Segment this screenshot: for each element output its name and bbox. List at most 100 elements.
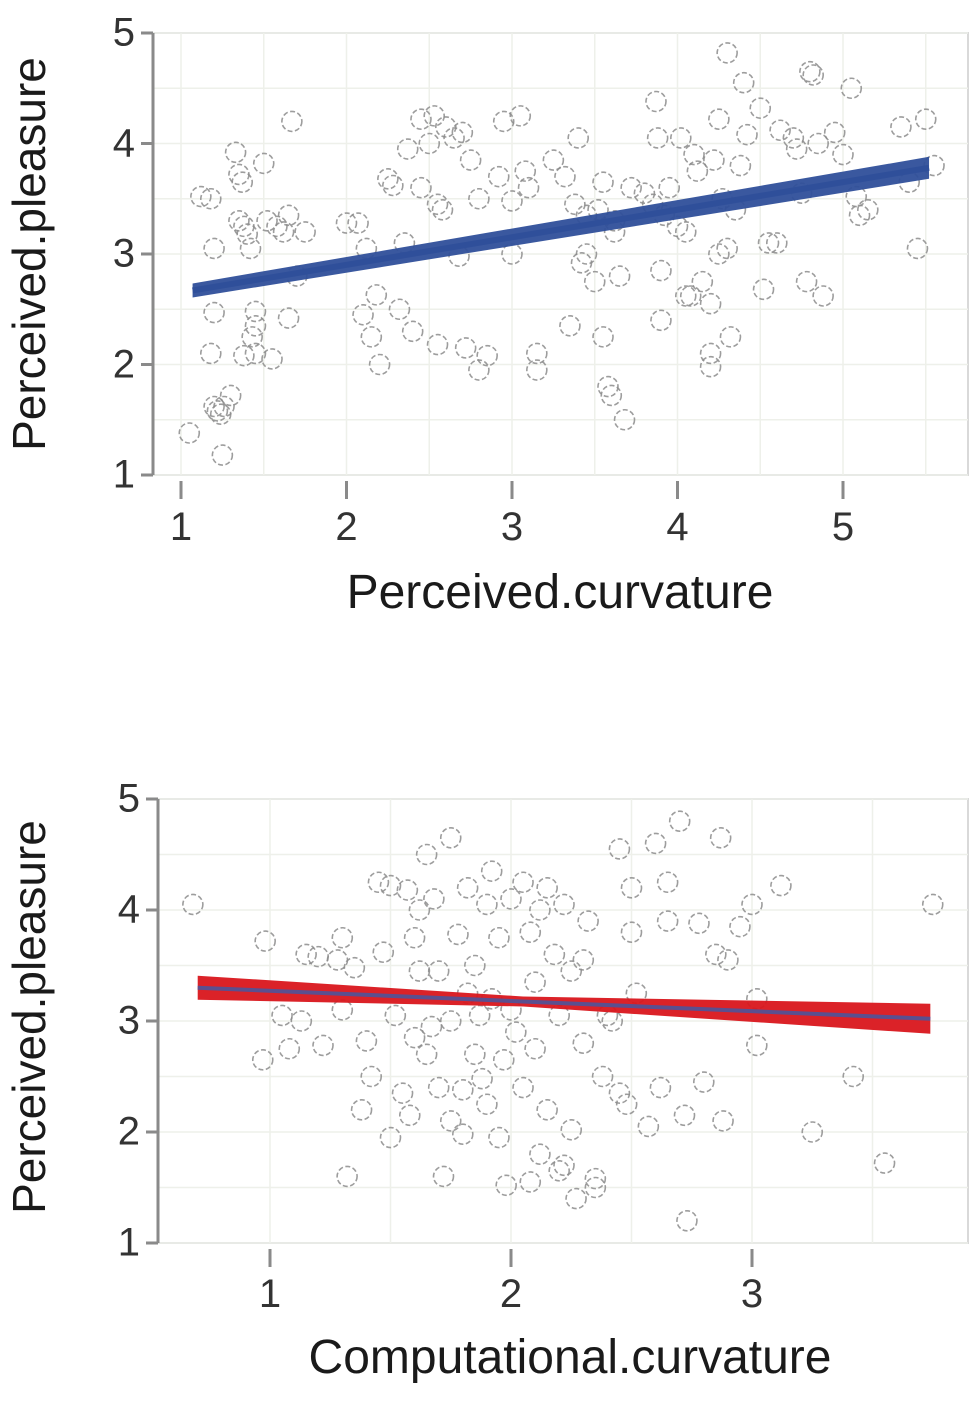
data-point	[670, 127, 692, 149]
data-point	[426, 333, 449, 356]
top-y-tick-label: 5	[112, 10, 135, 55]
data-point	[548, 1160, 571, 1182]
data-point	[512, 871, 534, 894]
data-point	[476, 344, 498, 367]
data-point	[620, 176, 642, 199]
data-point	[464, 1043, 486, 1066]
data-point	[360, 1065, 383, 1088]
data-point	[674, 221, 697, 243]
data-point	[182, 893, 204, 916]
data-point	[239, 237, 262, 260]
data-point	[795, 270, 818, 293]
data-point	[512, 1076, 534, 1099]
top-grid	[153, 32, 968, 476]
data-point	[355, 1030, 378, 1052]
data-point	[439, 827, 462, 849]
data-point	[278, 1037, 301, 1060]
data-point	[388, 298, 411, 321]
data-point	[439, 1010, 462, 1032]
data-point	[524, 1037, 546, 1060]
data-point	[415, 843, 438, 866]
data-point	[658, 176, 681, 199]
data-point	[190, 185, 212, 208]
bottom-x-axis-label: Computational.curvature	[308, 1331, 832, 1384]
data-point	[542, 149, 565, 171]
data-point	[206, 400, 229, 422]
data-point	[272, 221, 295, 243]
data-point	[529, 1143, 551, 1165]
data-point	[519, 921, 542, 944]
data-point	[256, 210, 278, 232]
data-point	[567, 127, 590, 149]
data-point	[244, 300, 267, 323]
data-point	[241, 326, 263, 348]
top-plot	[141, 31, 969, 499]
data-point	[705, 943, 727, 966]
data-point	[591, 1065, 614, 1088]
data-point	[785, 138, 808, 160]
data-point	[350, 1099, 373, 1121]
data-point	[271, 1004, 293, 1027]
data-point	[464, 954, 486, 977]
data-point	[335, 212, 358, 234]
data-point	[729, 154, 752, 177]
data-point	[526, 342, 548, 365]
data-point	[415, 1043, 438, 1066]
data-point	[529, 899, 551, 921]
data-point	[857, 199, 879, 221]
data-point	[488, 1126, 510, 1149]
data-point	[583, 270, 606, 293]
data-point	[633, 182, 656, 205]
data-point	[456, 876, 479, 899]
data-point	[572, 949, 595, 971]
data-point	[620, 876, 643, 899]
data-point	[719, 326, 742, 348]
data-point	[656, 910, 679, 932]
data-point	[509, 105, 532, 127]
top-x-tick-label: 1	[169, 505, 193, 549]
data-point	[403, 926, 426, 949]
top-regression-line	[192, 164, 930, 294]
data-point	[691, 270, 714, 293]
top-y-tick-label: 1	[112, 452, 135, 497]
data-point	[536, 1099, 558, 1121]
data-point	[379, 874, 402, 897]
data-point	[423, 105, 446, 127]
data-point	[656, 871, 679, 894]
data-point	[451, 121, 474, 144]
top-x-tick-label: 2	[335, 505, 358, 549]
data-point	[683, 143, 705, 166]
data-point	[554, 165, 576, 188]
data-point	[236, 223, 258, 245]
data-point	[608, 838, 631, 860]
data-point	[398, 1104, 421, 1127]
data-point	[224, 141, 247, 164]
data-point	[770, 874, 792, 897]
data-point	[842, 1065, 865, 1088]
data-point	[832, 143, 854, 166]
data-point	[560, 1118, 583, 1141]
data-point	[459, 149, 482, 171]
bottom-y-tick-label: 1	[117, 1220, 140, 1265]
data-point	[584, 1167, 607, 1190]
data-point	[676, 1210, 698, 1232]
data-point	[203, 237, 225, 260]
bottom-x-tick-label: 2	[499, 1272, 523, 1316]
data-point	[553, 1154, 575, 1177]
data-point	[476, 1093, 498, 1116]
data-point	[426, 193, 449, 216]
data-point	[501, 190, 523, 212]
data-point	[396, 138, 419, 160]
data-point	[553, 893, 575, 916]
data-point	[565, 1187, 587, 1210]
data-point	[252, 152, 275, 175]
top-y-axis-label: Perceived.pleasure	[3, 57, 55, 451]
top-y-tick-label: 4	[112, 121, 135, 165]
data-point	[443, 127, 465, 149]
data-point	[488, 926, 510, 949]
data-point	[703, 149, 725, 171]
data-point	[873, 1152, 896, 1174]
data-point	[251, 1049, 274, 1071]
data-point	[716, 42, 738, 64]
data-point	[708, 243, 730, 265]
